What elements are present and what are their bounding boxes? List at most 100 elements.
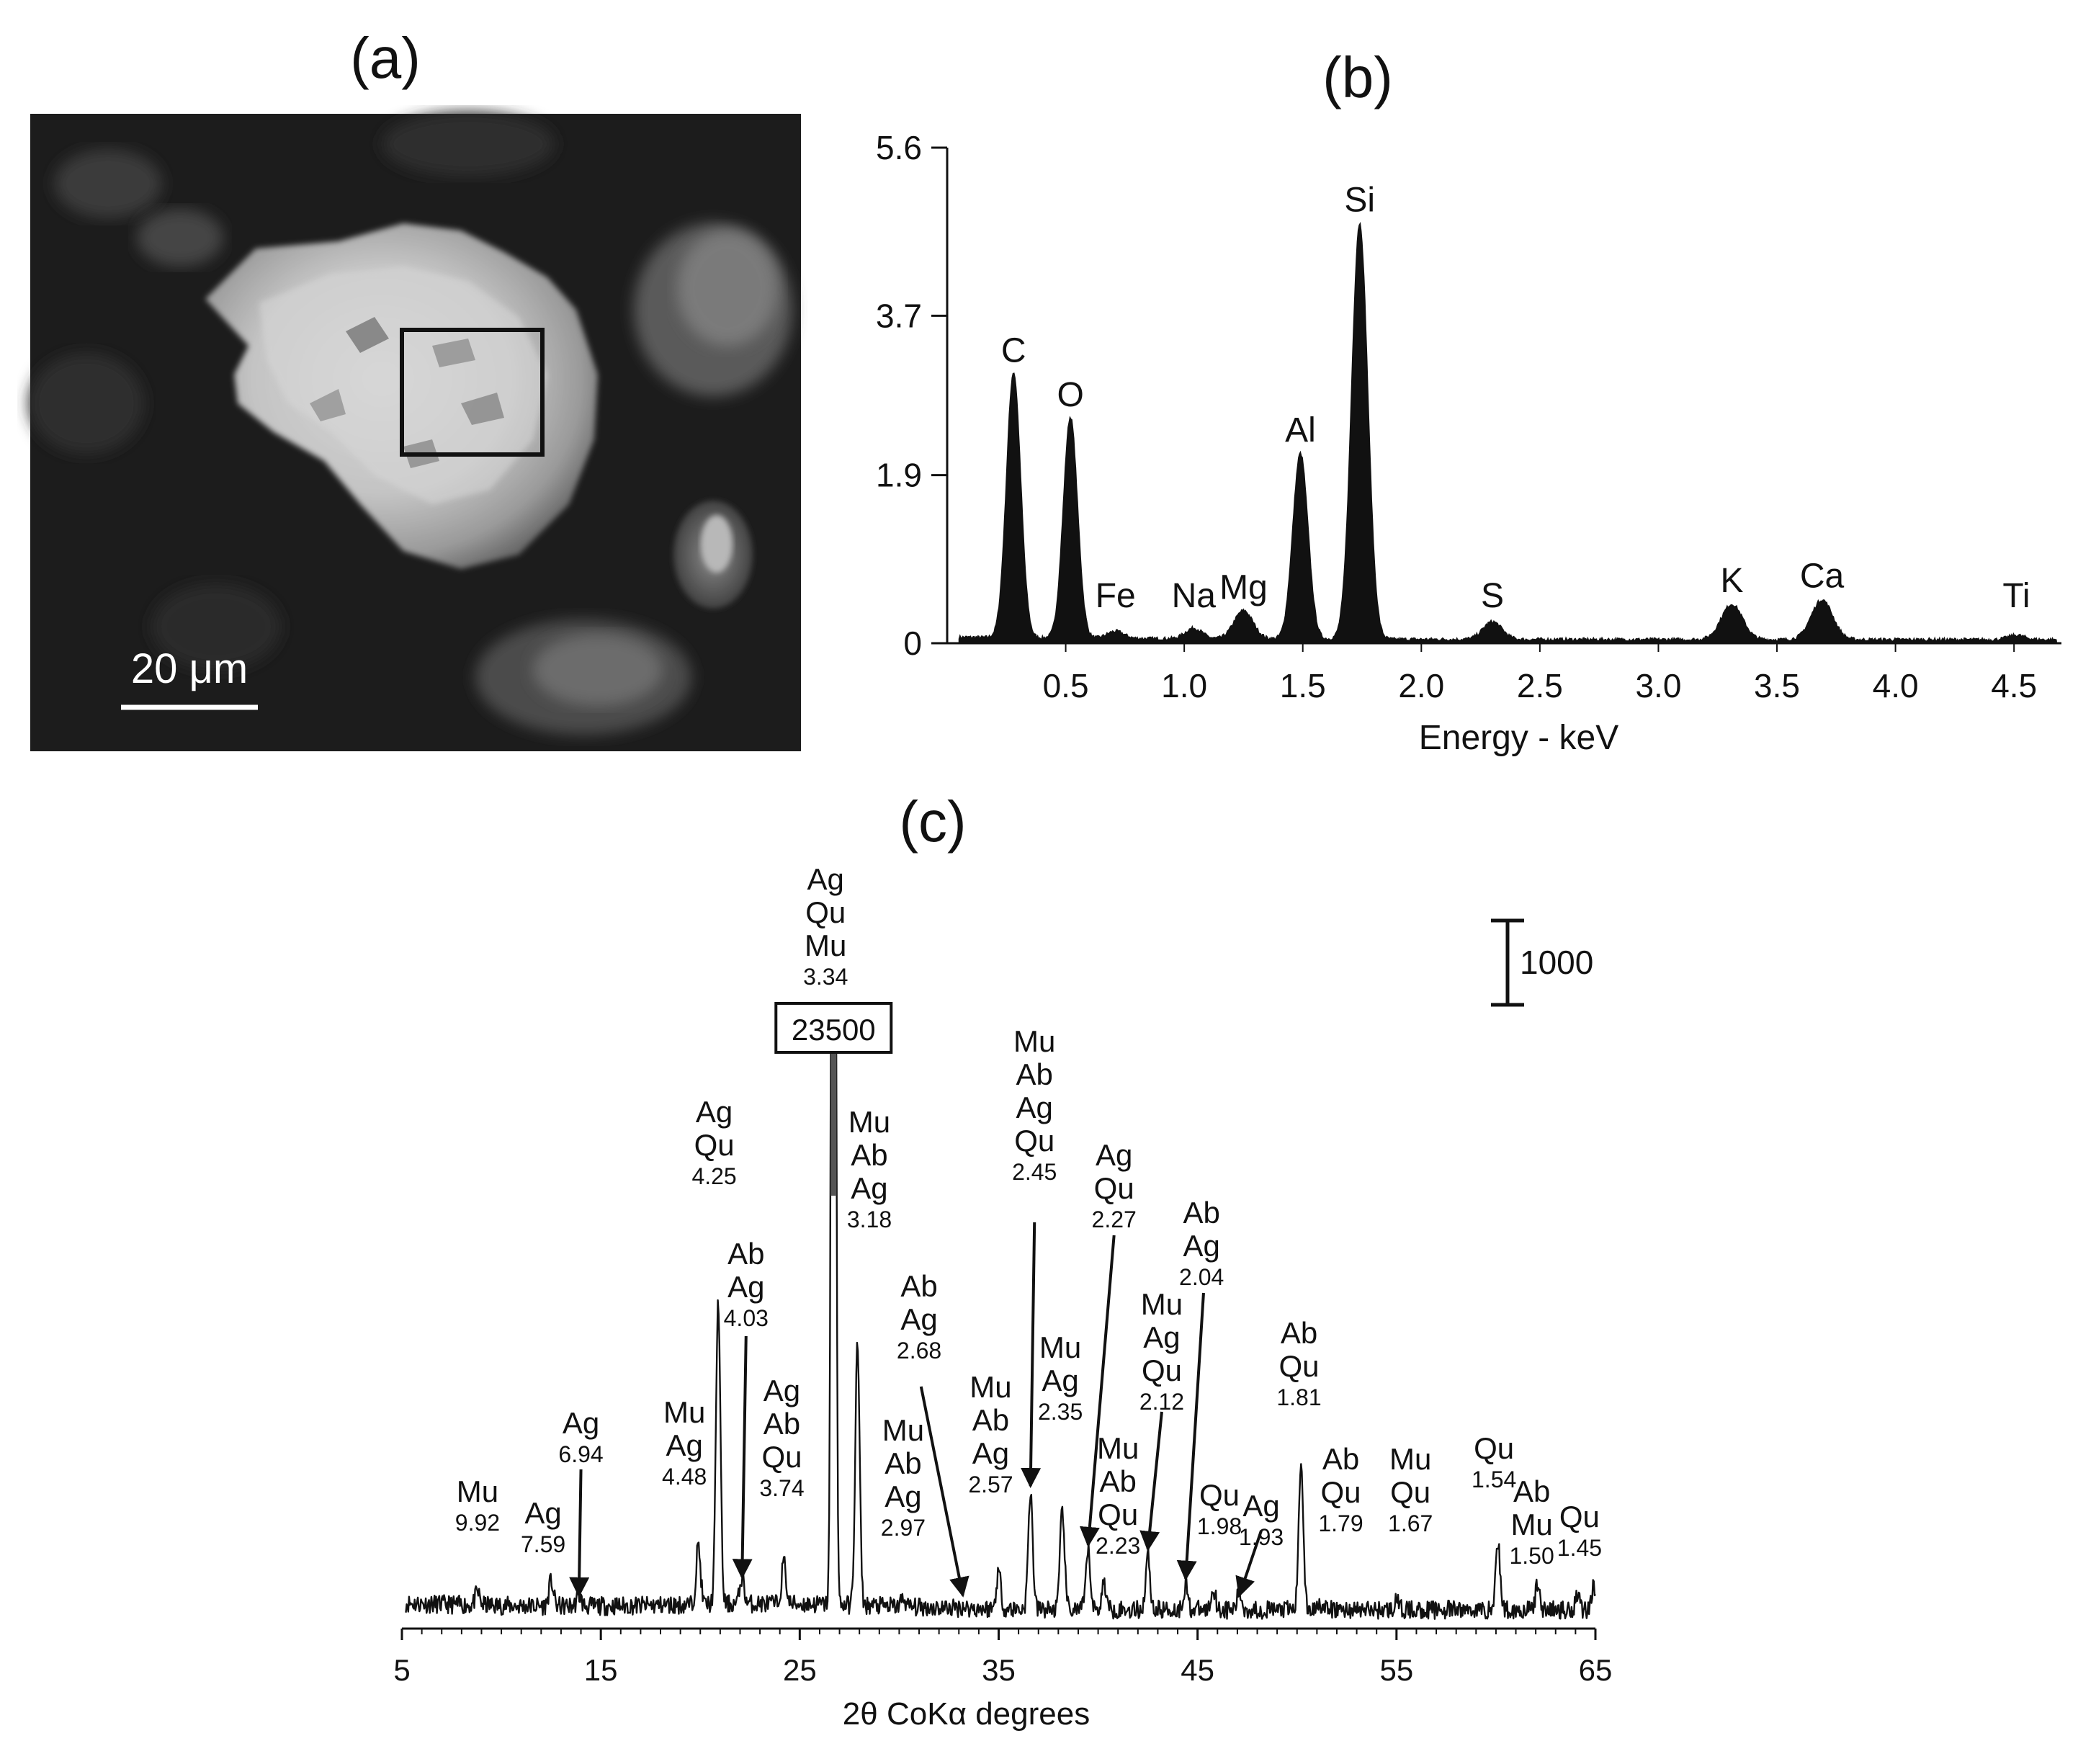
- xrd-mineral-label: Ab: [1100, 1464, 1137, 1498]
- xrd-d-spacing-label: 1.50: [1509, 1543, 1554, 1569]
- xrd-peak-arrow: [1079, 1235, 1116, 1547]
- xrd-mineral-label: Mu: [848, 1105, 890, 1139]
- eds-x-tick-label: 4.0: [1873, 667, 1919, 704]
- eds-spectrum-chart: 0 1.9 3.7 5.6 0.5 1.0 1.5 2.0 2.5 3.0 3.5 4.0 4.5 Ene…: [876, 129, 2061, 757]
- xrd-mineral-label: Ag: [972, 1436, 1009, 1470]
- panel-c-letter: (c): [899, 789, 966, 854]
- intensity-scale-label: 1000: [1520, 944, 1593, 981]
- xrd-x-tick-label: 35: [982, 1653, 1016, 1687]
- xrd-mineral-label: Mu: [882, 1413, 924, 1447]
- panel-b-letter: (b): [1322, 45, 1393, 109]
- xrd-d-spacing-label: 2.12: [1139, 1389, 1184, 1415]
- xrd-mineral-label: Ab: [900, 1269, 937, 1303]
- xrd-mineral-label: Ab: [727, 1237, 764, 1271]
- eds-peak-label: S: [1481, 577, 1504, 615]
- xrd-mineral-label: Ag: [1242, 1489, 1279, 1523]
- eds-x-tick-label: 1.5: [1280, 667, 1326, 704]
- xrd-mineral-label: Ab: [1513, 1474, 1550, 1508]
- xrd-d-spacing-label: 1.67: [1388, 1510, 1433, 1536]
- xrd-d-spacing-label: 9.92: [455, 1510, 500, 1536]
- panel-a-letter: (a): [350, 26, 421, 90]
- eds-x-axis-label: Energy - keV: [1419, 719, 1618, 757]
- eds-y-tick-label: 0: [903, 624, 922, 662]
- xrd-mineral-label: Mu: [1141, 1287, 1183, 1321]
- xrd-d-spacing-label: 1.54: [1472, 1467, 1516, 1492]
- eds-peak-label: Ti: [2002, 577, 2030, 615]
- xrd-d-spacing-label: 2.57: [968, 1472, 1013, 1497]
- scale-bar-label: 20 μm: [131, 645, 248, 692]
- eds-x-tick-label: 3.5: [1754, 667, 1800, 704]
- xrd-peak-arrow: [919, 1386, 969, 1598]
- xrd-mineral-label: Qu: [1014, 1124, 1054, 1158]
- xrd-mineral-label: Mu: [1389, 1442, 1431, 1476]
- eds-spectrum-area: [958, 222, 2058, 644]
- xrd-mineral-label: Ab: [763, 1407, 800, 1441]
- sem-image: 20 μm: [29, 112, 801, 751]
- eds-peak-label: K: [1720, 562, 1743, 600]
- eds-x-tick-label: 0.5: [1043, 667, 1089, 704]
- eds-peak-label: O: [1057, 376, 1083, 414]
- xrd-peak-arrow: [1176, 1292, 1205, 1581]
- eds-x-tick-label: 4.5: [1991, 667, 2037, 704]
- xrd-d-spacing-label: 1.81: [1276, 1384, 1321, 1410]
- eds-peak-label: Si: [1344, 182, 1375, 220]
- xrd-x-tick-label: 55: [1379, 1653, 1413, 1687]
- xrd-mineral-label: Qu: [1390, 1475, 1430, 1509]
- xrd-mineral-label: Mu: [1013, 1024, 1055, 1058]
- xrd-d-spacing-label: 7.59: [521, 1531, 565, 1557]
- eds-x-tick-label: 3.0: [1635, 667, 1681, 704]
- xrd-x-axis-label: 2θ CoKα degrees: [843, 1696, 1090, 1732]
- xrd-mineral-label: Ab: [1322, 1442, 1359, 1476]
- xrd-clipped-peak: [830, 1052, 837, 1196]
- xrd-mineral-label: Ag: [727, 1270, 764, 1304]
- xrd-d-spacing-label: 1.93: [1239, 1524, 1284, 1550]
- xrd-mineral-label: Mu: [663, 1395, 705, 1429]
- xrd-mineral-label: Ag: [885, 1479, 921, 1513]
- eds-y-tick-label: 3.7: [876, 297, 922, 334]
- xrd-mineral-label: Qu: [1142, 1353, 1182, 1387]
- xrd-d-spacing-label: 2.35: [1038, 1399, 1083, 1425]
- xrd-mineral-label: Ag: [763, 1374, 800, 1407]
- eds-x-tick-label: 1.0: [1161, 667, 1207, 704]
- xrd-mineral-label: Mu: [1510, 1508, 1552, 1541]
- xrd-d-spacing-label: 3.74: [759, 1475, 804, 1501]
- xrd-x-tick-label: 15: [584, 1653, 618, 1687]
- xrd-mineral-label: Qu: [1278, 1349, 1319, 1383]
- region-of-interest-box: [400, 328, 545, 457]
- xrd-d-spacing-label: 2.04: [1179, 1264, 1224, 1290]
- eds-peak-label: Ca: [1800, 558, 1845, 596]
- intensity-scale-bar: 1000: [1491, 918, 1593, 1007]
- xrd-x-tick-label: 45: [1181, 1653, 1214, 1687]
- xrd-mineral-label: Qu: [1094, 1171, 1134, 1205]
- xrd-pattern-chart: 1000 23500 5 15 25 35 45 55 65 2θ CoKα degrees Mu…: [393, 862, 1612, 1732]
- clipped-peak-value: 23500: [792, 1013, 876, 1047]
- xrd-mineral-label: Ab: [851, 1138, 887, 1172]
- xrd-mineral-label: Mu: [805, 928, 846, 962]
- eds-peak-label: Fe: [1096, 577, 1136, 615]
- eds-peak-label: C: [1001, 331, 1026, 370]
- xrd-mineral-label: Ab: [1183, 1196, 1220, 1230]
- xrd-x-tick-label: 65: [1579, 1653, 1613, 1687]
- xrd-d-spacing-label: 2.23: [1096, 1533, 1140, 1559]
- xrd-d-spacing-label: 6.94: [558, 1441, 603, 1467]
- xrd-mineral-label: Ag: [524, 1496, 561, 1530]
- xrd-mineral-label: Qu: [694, 1128, 735, 1162]
- xrd-d-spacing-label: 4.03: [724, 1305, 769, 1331]
- eds-y-tick-label: 5.6: [876, 129, 922, 166]
- xrd-mineral-label: Ag: [666, 1428, 702, 1462]
- xrd-d-spacing-label: 4.25: [691, 1163, 736, 1189]
- xrd-mineral-label: Qu: [1474, 1431, 1514, 1465]
- xrd-d-spacing-label: 1.79: [1318, 1510, 1363, 1536]
- xrd-mineral-label: Qu: [1098, 1497, 1138, 1531]
- xrd-d-spacing-label: 2.27: [1092, 1206, 1137, 1232]
- xrd-mineral-label: Qu: [1199, 1478, 1240, 1512]
- eds-peak-label: Mg: [1219, 569, 1268, 607]
- xrd-d-spacing-label: 4.48: [662, 1464, 707, 1490]
- xrd-d-spacing-label: 2.68: [897, 1338, 941, 1364]
- xrd-mineral-label: Ag: [1096, 1138, 1132, 1172]
- xrd-pattern-line: [405, 1050, 1596, 1620]
- xrd-d-spacing-label: 3.34: [803, 964, 848, 990]
- xrd-mineral-label: Ag: [1042, 1364, 1078, 1397]
- xrd-d-spacing-label: 2.45: [1012, 1159, 1057, 1185]
